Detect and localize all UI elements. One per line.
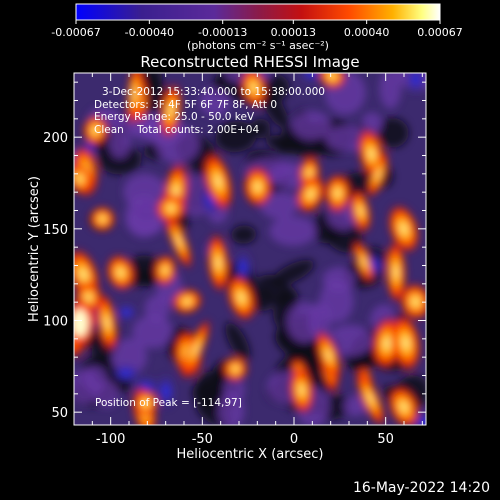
colorbar-tick-label: -0.00040 (125, 26, 174, 39)
y-tick-label: 50 (51, 406, 68, 421)
colorbar: -0.00067 -0.00040 -0.00013 0.00013 0.00040 0.… (51, 3, 463, 52)
y-tick-label: 150 (43, 223, 68, 238)
annotation-clean-counts: Clean Total counts: 2.00E+04 (94, 123, 260, 136)
y-tick-label: 100 (43, 315, 68, 330)
colorbar-tick-label: 0.00067 (417, 26, 463, 39)
x-axis-label: Heliocentric X (arcsec) (177, 447, 324, 462)
colorbar-tick-label: -0.00067 (51, 26, 100, 39)
colorbar-tick-label: 0.00040 (344, 26, 390, 39)
y-axis-label: Heliocentric Y (arcsec) (27, 176, 42, 322)
annotation-detectors: Detectors: 3F 4F 5F 6F 7F 8F, Att 0 (94, 98, 278, 111)
footer-timestamp: 16-May-2022 14:20 (352, 480, 490, 496)
x-tick-label: -50 (192, 432, 213, 447)
colorbar-tick-label: -0.00013 (198, 26, 247, 39)
colorbar-unit-label: (photons cm⁻² s⁻¹ asec⁻²) (187, 39, 329, 52)
x-tick-label: 50 (377, 432, 394, 447)
y-tick-label: 200 (43, 131, 68, 146)
x-tick-label: -100 (96, 432, 126, 447)
colorbar-tick-label: 0.00013 (271, 26, 317, 39)
heatmap-image (74, 73, 426, 425)
plot-annotations: 3-Dec-2012 15:33:40.000 to 15:38:00.000 … (94, 86, 325, 136)
annotation-time-range: 3-Dec-2012 15:33:40.000 to 15:38:00.000 (102, 86, 325, 98)
annotation-energy-range: Energy Range: 25.0 - 50.0 keV (94, 111, 255, 123)
chart-title: Reconstructed RHESSI Image (140, 53, 360, 71)
x-tick-label: 0 (290, 432, 298, 447)
colorbar-gradient (75, 3, 441, 21)
plot-frame (73, 72, 427, 426)
peak-position-label: Position of Peak = [-114,97] (95, 397, 242, 409)
